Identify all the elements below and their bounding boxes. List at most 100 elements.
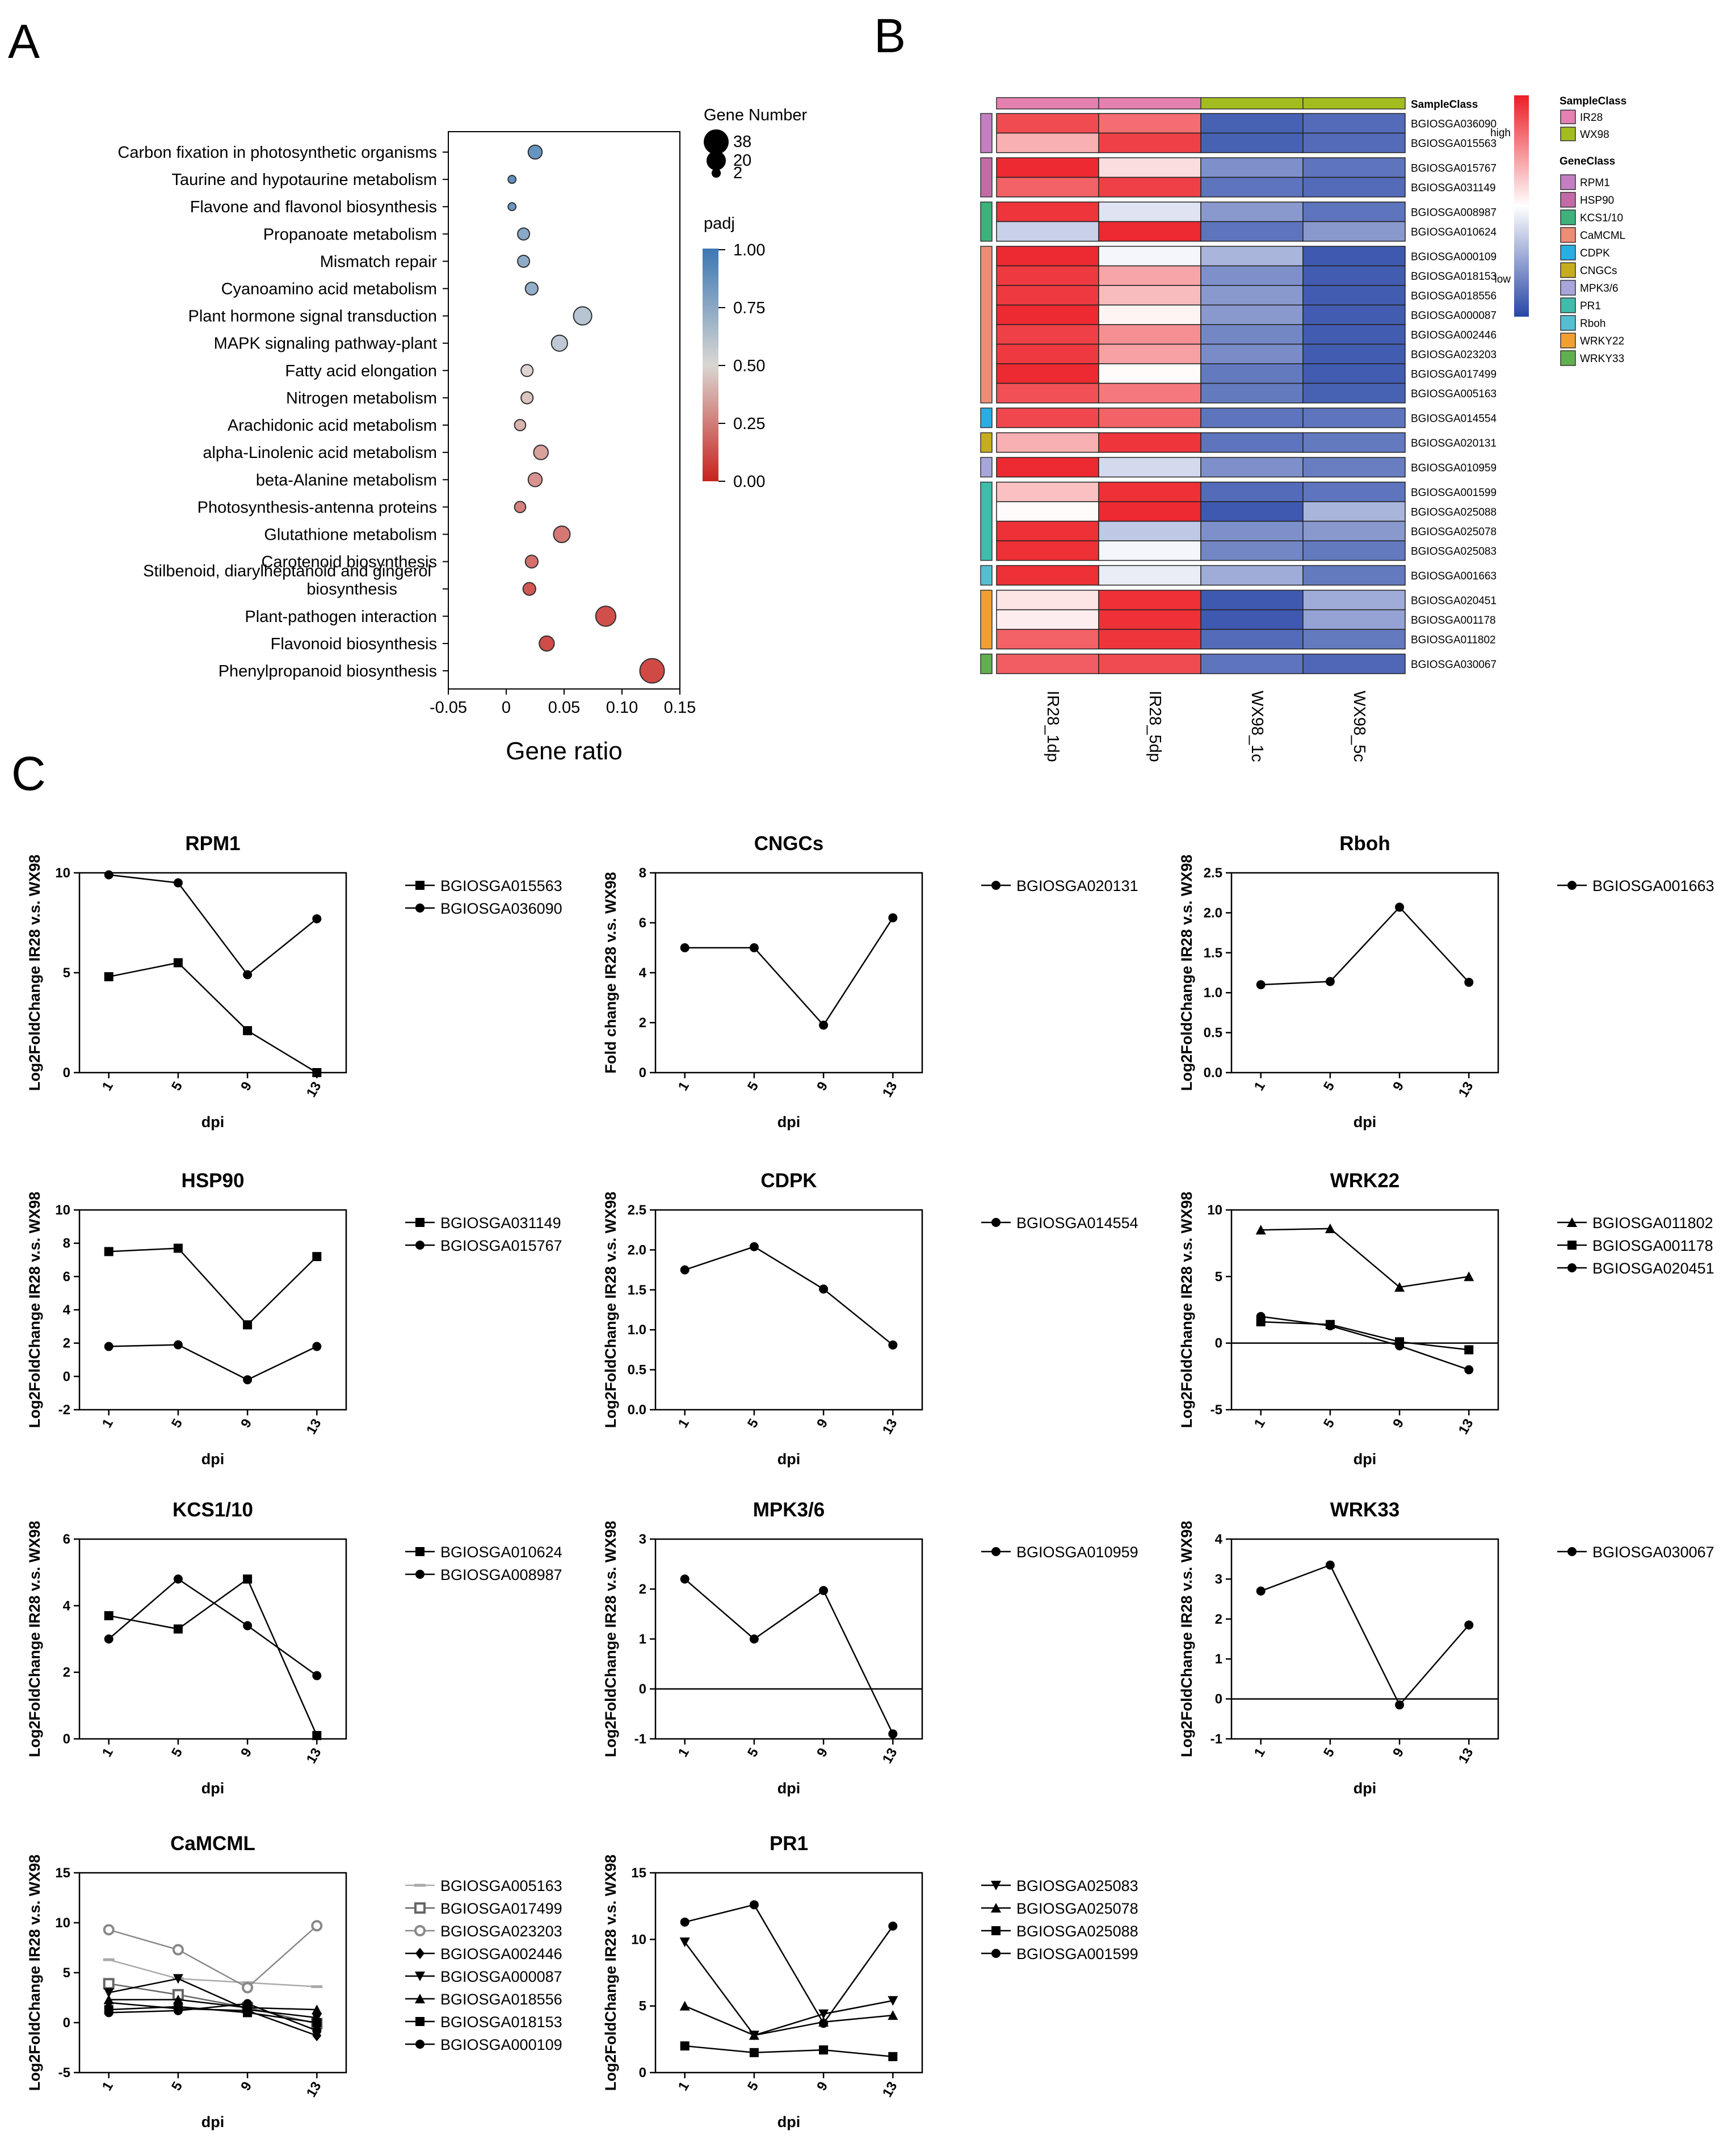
y-tick-label: 3 [1215,1571,1222,1587]
series-line-bgiosga011802 [1260,1228,1469,1288]
legend-label: BGIOSGA010624 [440,1544,562,1561]
point-marker [312,2004,322,2015]
x-axis-title: dpi [777,2113,801,2130]
y-tick-label: -5 [58,2065,70,2081]
expression-heatmap: SampleClass BGIOSGA036090 BGIOSGA015563 BGI… [980,95,1626,762]
plot-frame [78,872,347,1074]
line-chart-cngcs: CNGCs 0 2 4 6 8 1 5 9 13 dpi Fold change IR28 v.s. … [602,833,1138,1130]
row-gene-label: BGIOSGA025088 [1411,506,1497,518]
color-bar-label: 0.00 [733,473,765,491]
chart-title: RPM1 [185,833,240,855]
point-marker [1464,1271,1474,1281]
point-marker [312,2018,322,2027]
x-axis-title: dpi [201,1451,225,1468]
heat-cell [1302,565,1406,586]
y-tick-label: 10 [55,1203,70,1218]
plot-frame [654,1872,923,2074]
y-axis-title: Log2FoldChange IR28 v.s. WX98 [602,1192,619,1428]
heat-cell [1098,113,1201,134]
chart-title: CDPK [760,1170,817,1192]
heat-cell [996,343,1099,364]
legend-label: BGIOSGA000087 [440,1968,562,1985]
y-axis-title: Fold change IR28 v.s. WX98 [602,872,619,1073]
heat-cell [1200,653,1304,674]
x-tick-label: 5 [169,1746,186,1760]
gene-class-bar [980,157,993,197]
point-marker [680,1574,690,1584]
series-line-bgiosga000087 [108,1978,317,2019]
point-marker [172,1944,184,1956]
bubble-plant-pathogen-interaction [595,606,617,627]
point-marker [243,970,253,980]
gene-legend-swatch [1560,315,1576,331]
term-label: Stilbenoid, diarylheptanoid and gingerol [143,562,431,581]
row-gene-label: BGIOSGA000087 [1411,310,1497,322]
point-marker [415,1570,424,1579]
heat-cell [1302,501,1406,522]
term-label: Fatty acid elongation [285,362,437,380]
color-bar-label: 0.75 [733,299,765,317]
plot-frame [654,872,923,1074]
sample-class-cell [1302,97,1406,110]
point-marker [888,913,898,923]
heat-cell [1098,343,1201,364]
bubble-stilbenoid-diarylheptanoid-and-gingerol-biosynthesis [522,582,536,596]
gene-legend-swatch [1560,192,1576,208]
point-marker [173,878,183,888]
point-marker [1567,881,1577,890]
y-tick-label: 1.0 [1204,985,1222,1001]
y-axis-title: Log2FoldChange IR28 v.s. WX98 [1178,1192,1195,1428]
plot-frame [1230,1538,1499,1740]
point-marker [415,1218,424,1227]
column-label: WX98_1c [1248,691,1266,762]
x-tick-label: 9 [1390,1417,1407,1431]
x-tick-label: 9 [1390,1746,1407,1760]
point-marker [888,1729,898,1739]
point-marker [1256,1312,1266,1321]
gene-class-bar [980,653,993,674]
y-tick-label: 0 [1215,1336,1222,1351]
x-tick-label: 9 [1390,1079,1407,1094]
heat-cell [996,132,1099,153]
chart-title: WRK33 [1330,1499,1400,1521]
line-chart-cdpk: CDPK 0.0 0.5 1.0 1.5 2.0 2.5 1 5 9 13 dpi Log2FoldCh… [602,1170,1138,1468]
series-line-bgiosga015563 [108,962,317,1074]
y-tick-label: 4 [63,1598,71,1613]
y-tick-label: 6 [63,1532,70,1547]
x-tick-label: 5 [745,1417,762,1431]
point-marker [104,972,114,982]
legend-label: BGIOSGA005163 [440,1877,562,1894]
x-tick-label: 5 [745,1079,762,1094]
y-tick-label: 1.0 [628,1322,646,1338]
point-marker [104,1342,114,1351]
heat-cell [996,481,1099,502]
point-marker [312,1068,322,1077]
y-tick-label: 2.5 [628,1203,646,1218]
gene-class-bar [980,590,993,650]
heat-cell [996,457,1099,478]
bubble-cyanoamino-acid-metabolism [524,281,539,296]
point-marker [888,2010,898,2020]
gene-class-bar [980,481,993,561]
heat-cell [1302,520,1406,541]
point-marker [104,1247,114,1256]
heat-cell [996,520,1099,541]
y-tick-label: 1 [639,1632,646,1647]
point-marker [415,1972,425,1981]
y-tick-label: 1 [1215,1651,1222,1667]
row-gene-label: BGIOSGA001599 [1411,487,1497,499]
x-axis-title: dpi [201,2113,225,2130]
point-marker [104,1634,114,1644]
gene-legend-label: CDPK [1580,247,1610,259]
heat-cell [1200,540,1304,561]
point-marker [680,1265,690,1275]
point-marker [312,2013,322,2023]
y-tick-label: 0 [1215,1692,1222,1707]
x-axis-title: dpi [1354,1780,1377,1797]
point-marker [888,1340,898,1350]
point-marker [1325,1321,1335,1331]
y-tick-label: -1 [634,1731,646,1747]
x-axis-title: dpi [201,1780,225,1797]
plot-frame [1230,872,1499,1074]
row-gene-label: BGIOSGA017499 [1411,368,1497,380]
